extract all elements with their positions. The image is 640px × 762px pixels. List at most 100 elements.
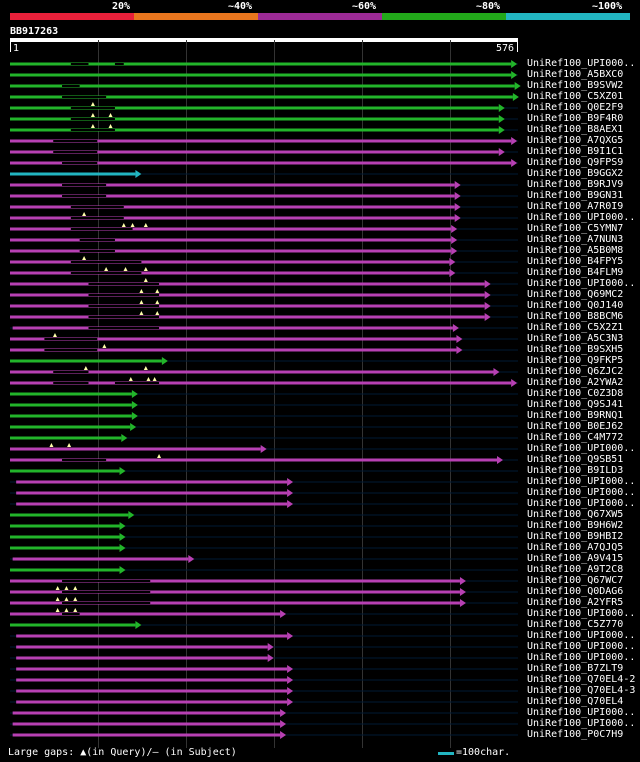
- hit-label-link[interactable]: UniRef100_B9H6W2: [527, 520, 624, 531]
- hit-label-link[interactable]: UniRef100_Q0J140: [527, 300, 624, 311]
- hit-row[interactable]: [10, 324, 518, 332]
- hit-label-link[interactable]: UniRef100_A2YWA2: [527, 377, 624, 388]
- hit-label-link[interactable]: UniRef100_C5Z770: [527, 619, 624, 630]
- hit-row[interactable]: [10, 687, 518, 695]
- hit-row[interactable]: [10, 454, 518, 464]
- hit-row[interactable]: [10, 608, 518, 618]
- hit-label-link[interactable]: UniRef100_B9RJV9: [527, 179, 624, 190]
- hit-label-link[interactable]: UniRef100_Q9SJ41: [527, 399, 624, 410]
- hit-row[interactable]: [10, 247, 518, 255]
- hit-row[interactable]: [10, 412, 518, 420]
- hit-label-link[interactable]: UniRef100_A2YFR5: [527, 597, 624, 608]
- hit-row[interactable]: [10, 82, 521, 90]
- hit-label-link[interactable]: UniRef100_B4FLM9: [527, 267, 624, 278]
- hit-row[interactable]: [10, 159, 518, 167]
- hit-row[interactable]: [10, 344, 518, 354]
- hit-label-link[interactable]: UniRef100_A7QJQ5: [527, 542, 624, 553]
- hit-row[interactable]: [10, 289, 518, 299]
- hit-label-link[interactable]: UniRef100_UPI000..: [527, 278, 636, 289]
- hit-row[interactable]: [10, 489, 518, 497]
- hit-label-link[interactable]: UniRef100_B8AEX1: [527, 124, 624, 135]
- hit-row[interactable]: [10, 333, 518, 343]
- hit-label-link[interactable]: UniRef100_B9I1C1: [527, 146, 624, 157]
- hit-label-link[interactable]: UniRef100_Q69MC2: [527, 289, 624, 300]
- hit-label-link[interactable]: UniRef100_B9GGX2: [527, 168, 624, 179]
- hit-label-link[interactable]: UniRef100_Q0E2F9: [527, 102, 624, 113]
- hit-row[interactable]: [10, 676, 518, 684]
- hit-label-link[interactable]: UniRef100_C5XZ01: [527, 91, 624, 102]
- hit-row[interactable]: [10, 137, 518, 145]
- hit-label-link[interactable]: UniRef100_B9HBI2: [527, 531, 624, 542]
- hit-row[interactable]: [10, 698, 518, 706]
- hit-label-link[interactable]: UniRef100_B4FPY5: [527, 256, 624, 267]
- hit-label-link[interactable]: UniRef100_B9F4R0: [527, 113, 624, 124]
- hit-label-link[interactable]: UniRef100_UPI000..: [527, 608, 636, 619]
- hit-label-link[interactable]: UniRef100_UPI000..: [527, 443, 636, 454]
- hit-row[interactable]: [10, 731, 518, 739]
- hit-label-link[interactable]: UniRef100_B9SVW2: [527, 80, 624, 91]
- hit-label-link[interactable]: UniRef100_Q9FKP5: [527, 355, 624, 366]
- hit-row[interactable]: [10, 390, 518, 398]
- hit-row[interactable]: [10, 71, 518, 79]
- hit-label-link[interactable]: UniRef100_A7R0I9: [527, 201, 624, 212]
- hit-label-link[interactable]: UniRef100_Q70EL4-3: [527, 685, 636, 696]
- hit-row[interactable]: [10, 256, 518, 266]
- hit-label-link[interactable]: UniRef100_B7ZLT9: [527, 663, 624, 674]
- hit-label-link[interactable]: UniRef100_UPI000..: [527, 630, 636, 641]
- hit-row[interactable]: [10, 654, 518, 662]
- hit-label-link[interactable]: UniRef100_Q70EL4-2: [527, 674, 636, 685]
- hit-row[interactable]: [10, 366, 518, 376]
- hit-label-link[interactable]: UniRef100_Q0DAG6: [527, 586, 624, 597]
- hit-row[interactable]: [10, 377, 518, 387]
- hit-label-link[interactable]: UniRef100_UPI000..: [527, 487, 636, 498]
- hit-row[interactable]: [10, 148, 518, 156]
- hit-label-link[interactable]: UniRef100_B0EJ62: [527, 421, 624, 432]
- hit-label-link[interactable]: UniRef100_A5B0M8: [527, 245, 624, 256]
- hit-row[interactable]: [10, 434, 518, 442]
- hit-label-link[interactable]: UniRef100_A9V415: [527, 553, 624, 564]
- hit-label-link[interactable]: UniRef100_C4M772: [527, 432, 624, 443]
- hit-row[interactable]: [10, 533, 518, 541]
- hit-label-link[interactable]: UniRef100_A5BXC0: [527, 69, 624, 80]
- hit-row[interactable]: [10, 236, 518, 244]
- hit-label-link[interactable]: UniRef100_UPI000..: [527, 58, 636, 69]
- hit-row[interactable]: [10, 665, 518, 673]
- hit-row[interactable]: [10, 102, 518, 112]
- hit-row[interactable]: [10, 621, 518, 629]
- hit-row[interactable]: [10, 423, 518, 431]
- hit-label-link[interactable]: UniRef100_Q6ZJC2: [527, 366, 624, 377]
- hit-label-link[interactable]: UniRef100_Q70EL4: [527, 696, 624, 707]
- hit-label-link[interactable]: UniRef100_A7NUN3: [527, 234, 624, 245]
- hit-row[interactable]: [10, 597, 518, 607]
- hit-row[interactable]: [10, 192, 518, 200]
- hit-label-link[interactable]: UniRef100_C5YMN7: [527, 223, 624, 234]
- hit-row[interactable]: [10, 223, 518, 233]
- hit-row[interactable]: [10, 267, 518, 277]
- hit-label-link[interactable]: UniRef100_A5C3N3: [527, 333, 624, 344]
- hit-label-link[interactable]: UniRef100_UPI000..: [527, 212, 636, 223]
- hit-row[interactable]: [10, 93, 519, 101]
- hit-row[interactable]: [10, 632, 518, 640]
- hit-row[interactable]: [10, 544, 518, 552]
- hit-label-link[interactable]: UniRef100_UPI000..: [527, 707, 636, 718]
- hit-label-link[interactable]: UniRef100_B8BCM6: [527, 311, 624, 322]
- hit-row[interactable]: [10, 500, 518, 508]
- hit-label-link[interactable]: UniRef100_C0Z3D8: [527, 388, 624, 399]
- hit-row[interactable]: [10, 401, 518, 409]
- hit-label-link[interactable]: UniRef100_UPI000..: [527, 498, 636, 509]
- hit-row[interactable]: [10, 555, 518, 563]
- hit-label-link[interactable]: UniRef100_A7QXG5: [527, 135, 624, 146]
- hit-label-link[interactable]: UniRef100_UPI000..: [527, 476, 636, 487]
- hit-row[interactable]: [10, 170, 518, 178]
- hit-row[interactable]: [10, 522, 518, 530]
- hit-label-link[interactable]: UniRef100_B9ILD3: [527, 465, 624, 476]
- hit-label-link[interactable]: UniRef100_C5X2Z1: [527, 322, 624, 333]
- hit-label-link[interactable]: UniRef100_P0C7H9: [527, 729, 624, 740]
- hit-label-link[interactable]: UniRef100_B9GN31: [527, 190, 624, 201]
- hit-row[interactable]: [10, 113, 518, 123]
- hit-row[interactable]: [10, 278, 518, 288]
- hit-row[interactable]: [10, 566, 518, 574]
- hit-row[interactable]: [10, 467, 518, 475]
- hit-label-link[interactable]: UniRef100_B9SXH5: [527, 344, 624, 355]
- hit-row[interactable]: [10, 577, 518, 585]
